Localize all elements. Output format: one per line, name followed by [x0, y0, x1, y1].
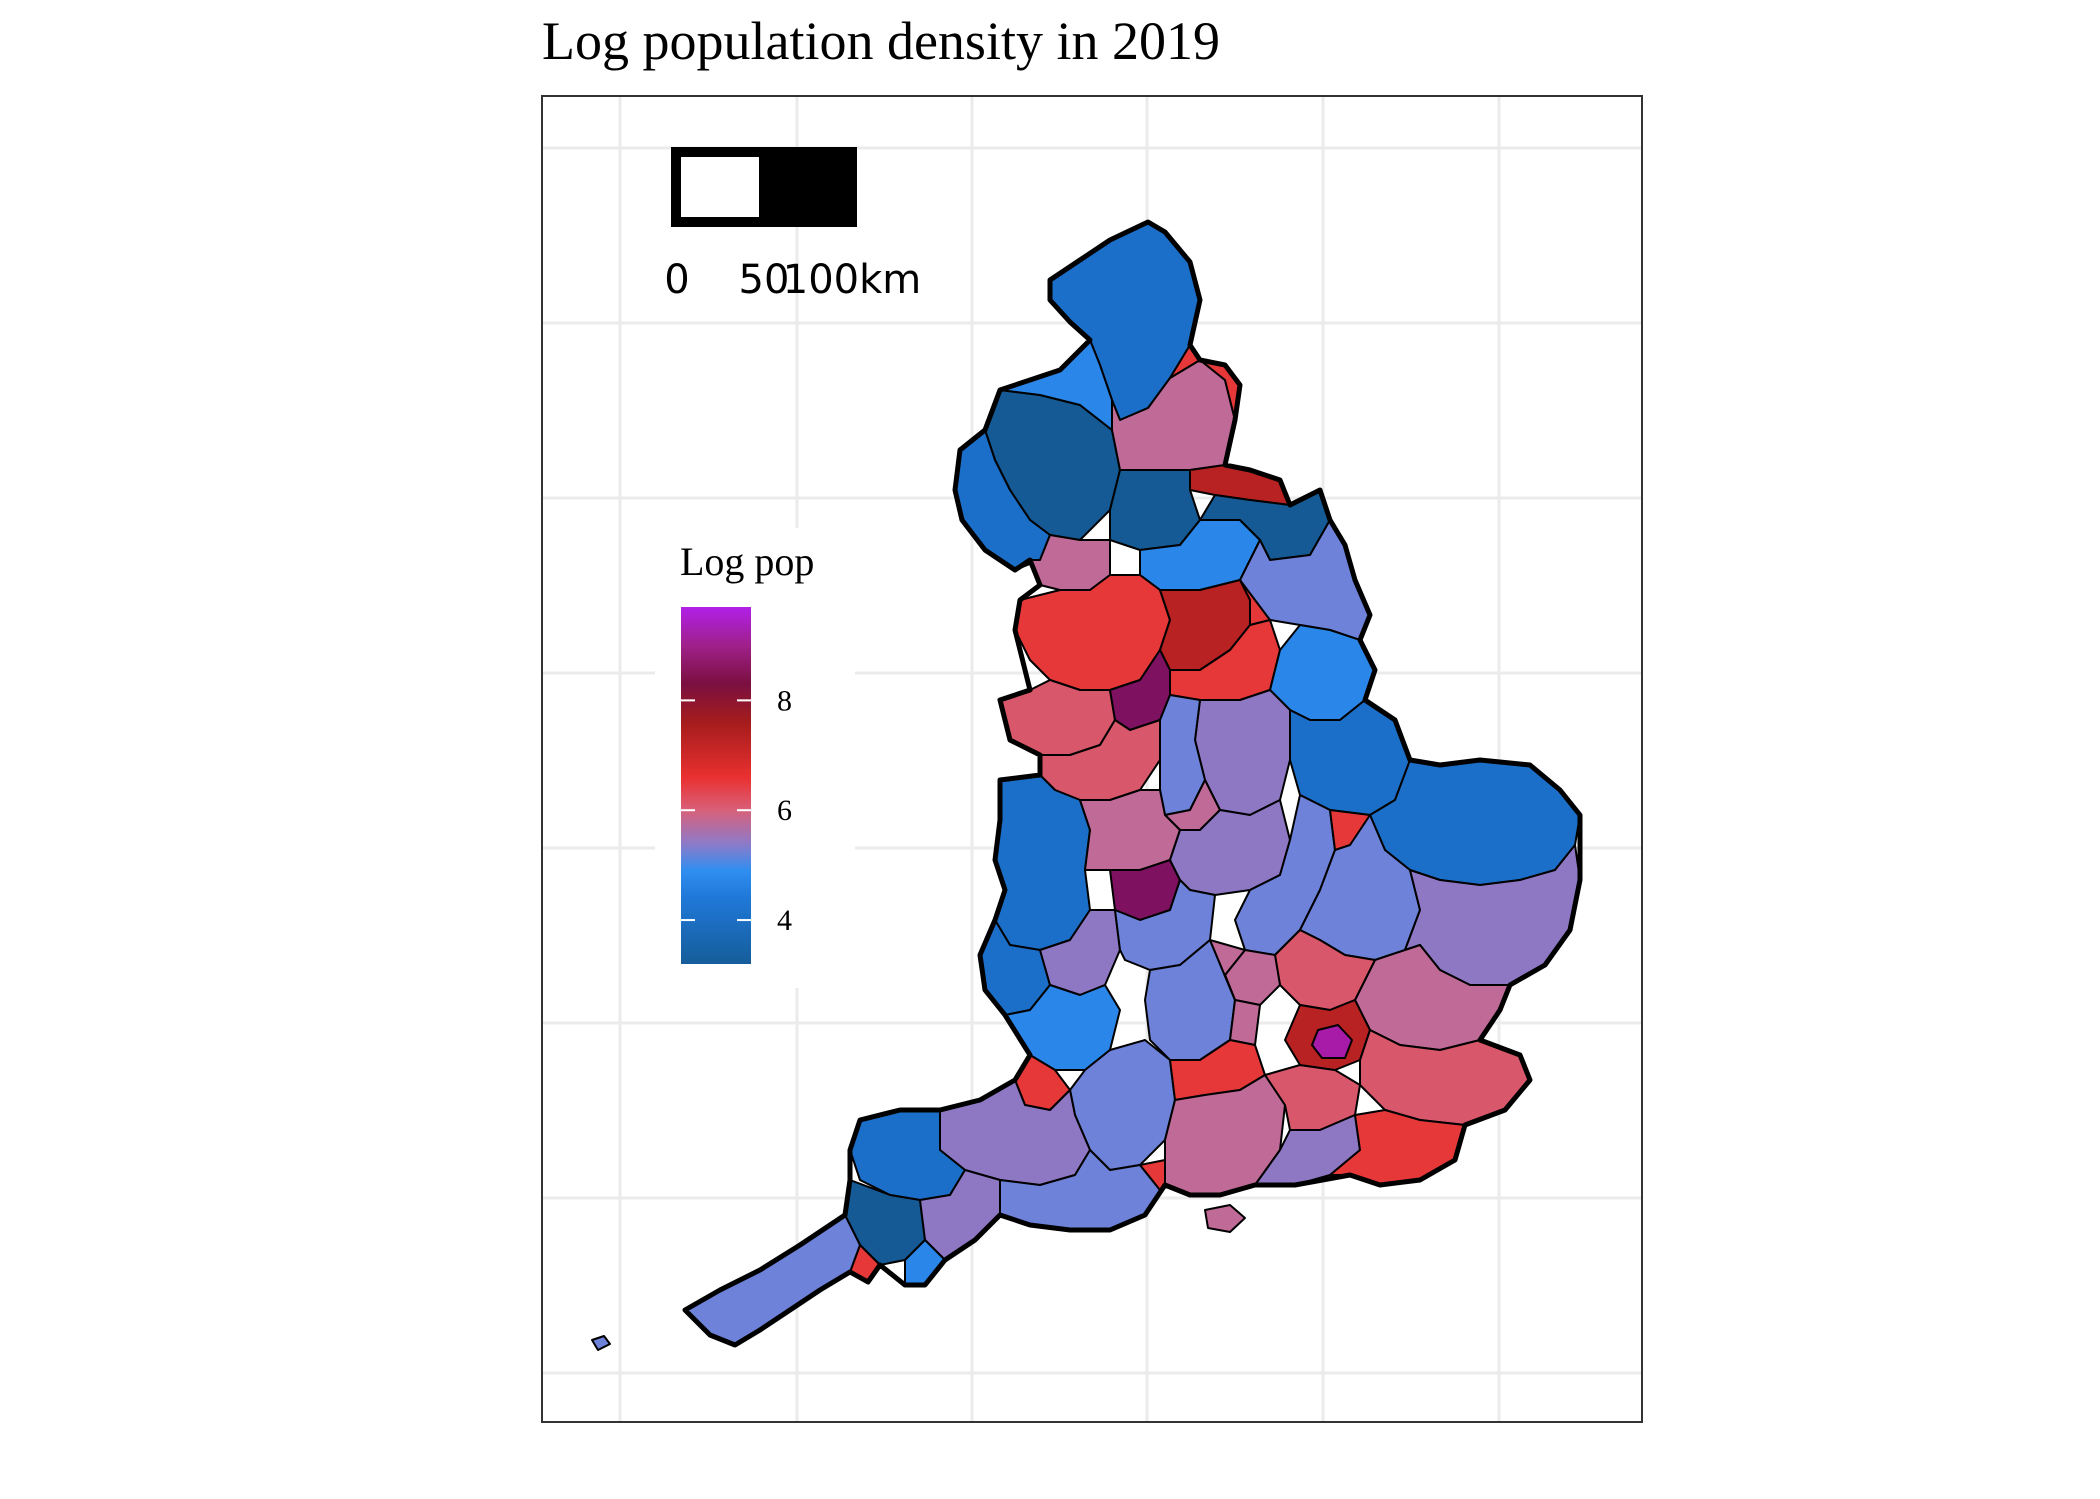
scale-label-50: 50 [739, 257, 790, 303]
legend-ticks: 4 6 8 [681, 684, 792, 937]
panel-border [541, 95, 1643, 1423]
region-north-yorkshire-west [1109, 469, 1201, 551]
region-peterborough [1329, 809, 1371, 851]
legend: Log pop 4 6 8 [655, 528, 855, 988]
scale-label-0: 0 [664, 257, 689, 303]
scale-bar-segment-white [671, 147, 769, 227]
region-buckinghamshire [1209, 939, 1261, 1046]
legend-colorbar [681, 607, 751, 964]
region-shropshire [994, 774, 1091, 951]
legend-tick-label: 4 [777, 904, 792, 937]
region-warwickshire [1114, 879, 1216, 971]
legend-tick-label: 6 [777, 794, 792, 827]
plot-title: Log population density in 2019 [542, 11, 1220, 71]
england-map [591, 221, 1581, 1351]
region-isles-of-scilly [591, 1335, 611, 1351]
region-isle-of-wight [1204, 1204, 1246, 1233]
scale-bar-segment-black [759, 147, 857, 227]
scale-label-100km: 100km [783, 257, 921, 303]
legend-tick-label: 8 [777, 684, 792, 717]
legend-title: Log pop [680, 539, 814, 584]
england-outline [682, 219, 1583, 1348]
region-inner-london [1311, 1024, 1353, 1059]
scale-bar: 0 50 100km [664, 147, 921, 303]
